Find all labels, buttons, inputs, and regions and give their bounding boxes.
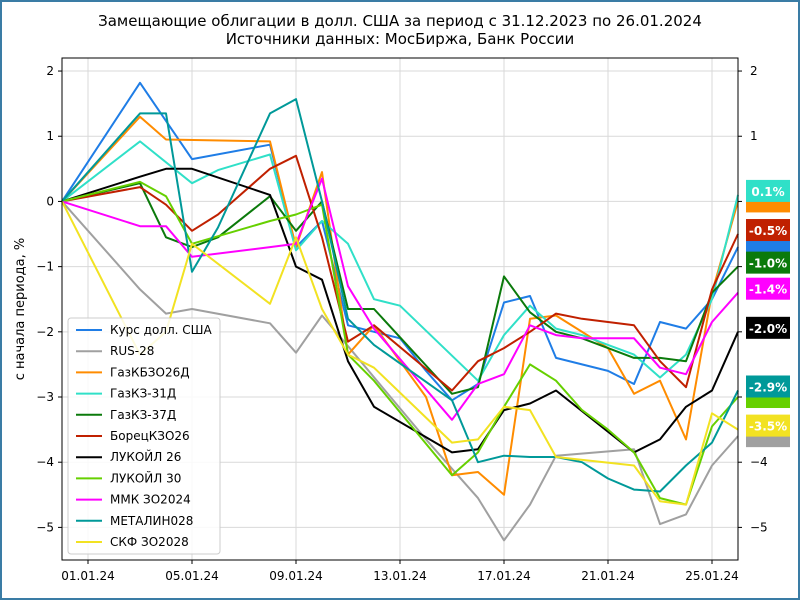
end-badge	[746, 219, 790, 242]
y-tick-label-left: 1	[46, 129, 54, 143]
series-line-газкбзо26д	[61, 115, 739, 496]
legend: Курс долл. США RUS-28 ГазКБЗО26Д ГазКЗ-31Д Г…	[67, 317, 221, 555]
y-tick-label-left: −2	[36, 325, 54, 339]
end-badge-label: -3.5%	[749, 420, 787, 434]
end-badge	[746, 414, 790, 437]
end-badge	[746, 251, 790, 274]
x-tick-label: 21.01.24	[581, 569, 634, 583]
x-tick-label: 09.01.24	[269, 569, 322, 583]
series-line-газкз-31д	[61, 140, 739, 382]
legend-label: ЛУКОЙЛ 30	[110, 470, 181, 485]
legend-label: БорецКЗО26	[110, 429, 190, 443]
end-value-badges: 0.1% -0.5% -1.0% -1.4% -2.0% -2.9% -3.5%	[746, 179, 790, 448]
series-line-газкз-37д	[61, 182, 739, 395]
series-line-борецкзо26	[61, 154, 739, 392]
end-badge	[746, 277, 790, 300]
y-tick-label-right: 1	[750, 129, 758, 143]
y-tick-label-left: −4	[36, 455, 54, 469]
end-badge-label: 0.1%	[751, 185, 784, 199]
legend-box	[67, 317, 221, 555]
y-tick-label-left: 2	[46, 64, 54, 78]
series-lines	[61, 81, 739, 542]
y-tick-label-left: −3	[36, 390, 54, 404]
x-tick-label: 17.01.24	[477, 569, 530, 583]
y-tick-label-right: −4	[750, 455, 768, 469]
legend-label: Курс долл. США	[110, 323, 212, 337]
x-tick-label: 25.01.24	[685, 569, 738, 583]
x-tick-label: 05.01.24	[165, 569, 218, 583]
end-badge-label: -0.5%	[749, 224, 787, 238]
y-tick-label-right: 2	[750, 64, 758, 78]
end-badge-label: -1.0%	[749, 257, 787, 271]
x-tick-label: 01.01.24	[61, 569, 114, 583]
legend-label: СКФ ЗО2028	[110, 535, 189, 549]
x-tick-label: 13.01.24	[373, 569, 426, 583]
series-line-ммк-зо2024	[61, 177, 739, 421]
y-tick-label-left: −5	[36, 520, 54, 534]
y-axis-label: с начала периода, %	[13, 238, 28, 381]
legend-label: ЛУКОЙЛ 26	[110, 449, 181, 464]
chart-title: Замещающие облигации в долл. США за пери…	[98, 12, 702, 30]
end-badge	[746, 316, 790, 339]
series-line-металин028	[61, 98, 739, 493]
legend-label: МЕТАЛИН028	[110, 514, 193, 528]
legend-label: ГазКБЗО26Д	[110, 365, 190, 379]
series-line-скф-зо2028	[61, 200, 739, 506]
y-tick-label-right: −5	[750, 520, 768, 534]
legend-label: ГазКЗ-31Д	[110, 387, 176, 401]
end-badge	[746, 375, 790, 398]
legend-label: RUS-28	[110, 344, 154, 358]
series-line-rus-28	[61, 200, 739, 542]
chart-subtitle: Источники данных: МосБиржа, Банк России	[225, 30, 575, 48]
series-line-лукойл-30	[61, 180, 739, 506]
end-badge-label: -2.9%	[749, 380, 787, 394]
legend-label: ММК ЗО2024	[110, 493, 191, 507]
legend-label: ГазКЗ-37Д	[110, 408, 176, 422]
end-badge	[746, 179, 790, 202]
end-badge-label: -2.0%	[749, 322, 787, 336]
y-tick-label-left: 0	[46, 194, 54, 208]
end-badge-label: -1.4%	[749, 283, 787, 297]
y-tick-label-left: −1	[36, 260, 54, 274]
series-line-лукойл-26	[61, 167, 739, 454]
